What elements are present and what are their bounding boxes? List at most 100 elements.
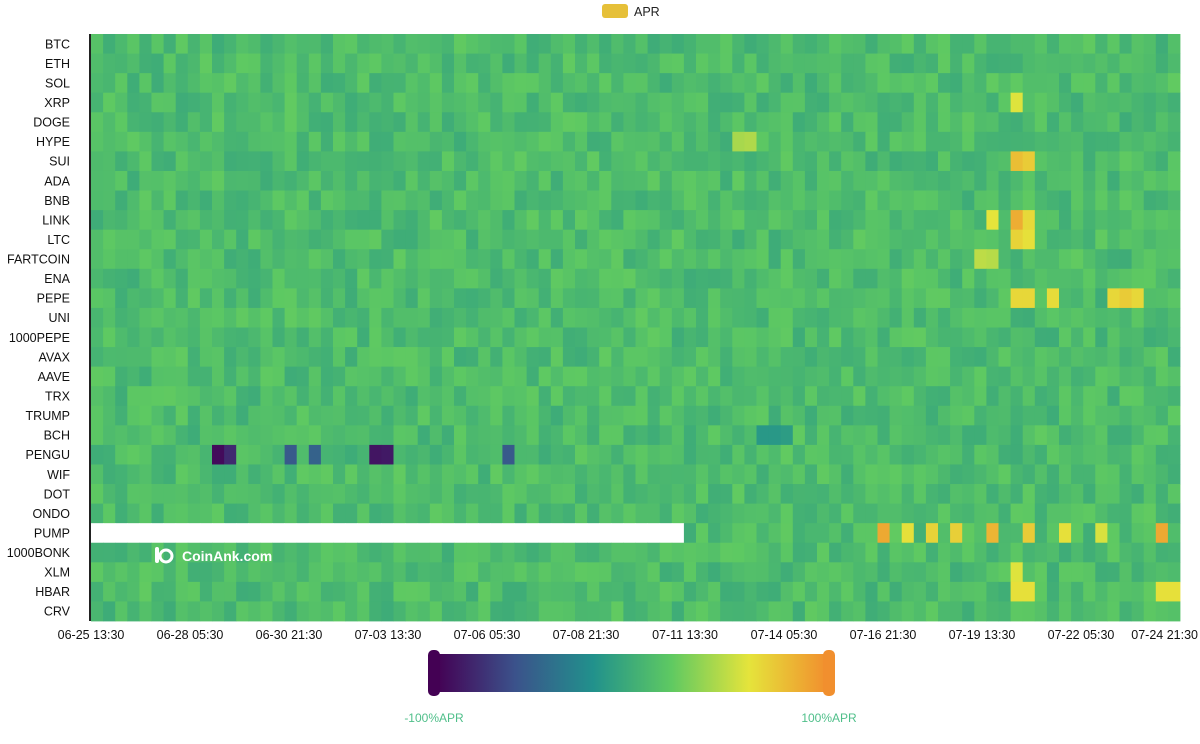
heatmap-cell: [623, 112, 636, 133]
heatmap-cell: [139, 34, 152, 54]
heatmap-cell: [357, 444, 370, 465]
heatmap-cell: [865, 327, 878, 348]
heatmap-cell: [1046, 562, 1060, 583]
heatmap-cell: [720, 131, 733, 152]
heatmap-cell: [91, 131, 104, 152]
heatmap-cell: [1071, 190, 1084, 211]
heatmap-cell: [732, 268, 745, 289]
heatmap-cell: [1155, 288, 1169, 309]
heatmap-cell: [901, 464, 915, 485]
heatmap-cell: [986, 425, 999, 446]
heatmap-cell: [683, 131, 697, 152]
heatmap-cell: [1167, 523, 1181, 544]
heatmap-cell: [817, 562, 830, 583]
heatmap-cell: [333, 601, 346, 622]
legend-swatch-apr[interactable]: [602, 4, 628, 18]
heatmap-cell: [199, 523, 213, 544]
heatmap-cell: [284, 307, 298, 328]
heatmap-cell: [454, 229, 467, 250]
heatmap-cell: [320, 503, 334, 524]
heatmap-cell: [103, 131, 116, 152]
heatmap-cell: [345, 288, 358, 309]
heatmap-cell: [550, 347, 564, 368]
heatmap-cell: [1046, 464, 1060, 485]
heatmap-cell: [502, 562, 515, 583]
heatmap-cell: [91, 327, 104, 348]
heatmap-cell: [224, 562, 237, 583]
heatmap-cell: [913, 112, 927, 133]
heatmap-cell: [393, 523, 406, 544]
heatmap-cell: [1119, 307, 1132, 328]
heatmap-cell: [357, 288, 370, 309]
heatmap-cell: [381, 288, 394, 309]
heatmap-cell: [103, 444, 116, 465]
heatmap-cell: [611, 386, 624, 407]
heatmap-cell: [308, 73, 322, 94]
heatmap-cell: [768, 562, 782, 583]
heatmap-cell: [248, 131, 261, 152]
heatmap-cell: [1095, 581, 1108, 602]
visual-map-min-handle[interactable]: [428, 650, 440, 696]
heatmap-cell: [1059, 327, 1072, 348]
heatmap-cell: [635, 288, 648, 309]
heatmap-cell: [901, 131, 915, 152]
legend-label-apr[interactable]: APR: [634, 5, 660, 19]
heatmap-cell: [998, 170, 1011, 191]
heatmap-cell: [732, 112, 745, 133]
heatmap-cell: [1143, 444, 1157, 465]
heatmap-cell: [91, 503, 104, 524]
y-tick-label: SOL: [45, 76, 70, 90]
heatmap-cell: [115, 601, 128, 622]
heatmap-cell: [320, 112, 334, 133]
heatmap-cell: [163, 366, 177, 387]
heatmap-cell: [175, 53, 189, 74]
heatmap-cell: [587, 307, 600, 328]
heatmap-cell: [950, 366, 963, 387]
heatmap-cell: [1155, 503, 1169, 524]
heatmap-cell: [502, 484, 515, 504]
heatmap-cell: [744, 268, 757, 289]
heatmap-cell: [925, 307, 939, 328]
heatmap-cell: [187, 425, 201, 446]
heatmap-cell: [224, 581, 237, 602]
heatmap-cell: [139, 288, 152, 309]
heatmap-cell: [986, 562, 999, 583]
heatmap-cell: [623, 386, 636, 407]
heatmap-cell: [502, 190, 515, 211]
heatmap-cell: [877, 229, 890, 250]
heatmap-cell: [103, 484, 116, 504]
heatmap-cell: [635, 34, 648, 54]
heatmap-cell: [780, 601, 794, 622]
heatmap-cell: [1071, 405, 1084, 426]
heatmap-cell: [405, 131, 419, 152]
x-tick-label: 07-16 21:30: [850, 628, 917, 642]
heatmap-cell: [272, 73, 285, 94]
heatmap-cell: [780, 210, 794, 231]
heatmap-cell: [683, 288, 697, 309]
heatmap-cell: [974, 288, 987, 309]
visual-map-max-handle[interactable]: [823, 650, 835, 696]
heatmap-cell: [127, 112, 140, 133]
heatmap-cell: [1095, 503, 1108, 524]
heatmap-cell: [320, 601, 334, 622]
heatmap-cell: [1083, 92, 1096, 113]
heatmap-cell: [1167, 425, 1181, 446]
heatmap-cell: [1034, 170, 1048, 191]
heatmap-cell: [357, 92, 370, 113]
heatmap-cell: [647, 151, 661, 172]
heatmap-cell: [308, 405, 322, 426]
legend[interactable]: APR: [602, 4, 660, 19]
visual-map[interactable]: -100%APR 100%APR: [404, 650, 857, 725]
heatmap-cell: [187, 542, 201, 563]
heatmap-cell: [683, 73, 697, 94]
heatmap-cell: [1155, 170, 1169, 191]
heatmap-cell: [889, 170, 903, 191]
heatmap-cell: [466, 249, 479, 270]
heatmap-cell: [986, 34, 999, 54]
heatmap-cell: [538, 484, 552, 504]
heatmap-cell: [1010, 92, 1024, 113]
heatmap-cell: [199, 464, 213, 485]
heatmap-cell: [659, 327, 673, 348]
heatmap-cell: [635, 131, 648, 152]
heatmap-cell: [320, 190, 334, 211]
